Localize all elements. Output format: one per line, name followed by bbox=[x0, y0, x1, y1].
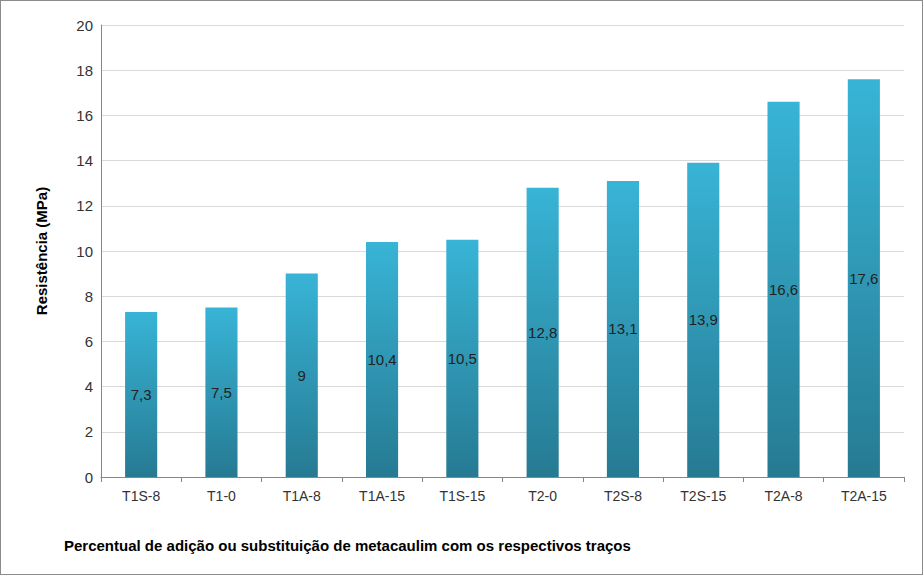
svg-text:T2A-15: T2A-15 bbox=[841, 488, 887, 504]
svg-text:16,6: 16,6 bbox=[769, 281, 798, 298]
svg-text:Resistência (MPa): Resistência (MPa) bbox=[33, 187, 50, 315]
svg-text:12: 12 bbox=[76, 197, 93, 214]
svg-text:T1A-15: T1A-15 bbox=[359, 488, 405, 504]
svg-text:10: 10 bbox=[76, 243, 93, 260]
svg-text:13,1: 13,1 bbox=[608, 320, 637, 337]
svg-text:T1S-15: T1S-15 bbox=[439, 488, 485, 504]
svg-text:7,5: 7,5 bbox=[211, 384, 232, 401]
svg-text:13,9: 13,9 bbox=[689, 311, 718, 328]
svg-text:2: 2 bbox=[85, 423, 93, 440]
svg-text:10,4: 10,4 bbox=[367, 351, 396, 368]
svg-text:12,8: 12,8 bbox=[528, 324, 557, 341]
svg-text:9: 9 bbox=[298, 367, 306, 384]
svg-text:17,6: 17,6 bbox=[849, 270, 878, 287]
svg-text:4: 4 bbox=[85, 378, 93, 395]
svg-text:T1S-8: T1S-8 bbox=[122, 488, 160, 504]
svg-text:6: 6 bbox=[85, 333, 93, 350]
svg-text:T1A-8: T1A-8 bbox=[283, 488, 321, 504]
svg-text:T2-0: T2-0 bbox=[528, 488, 557, 504]
svg-text:0: 0 bbox=[85, 469, 93, 486]
svg-text:T2S-15: T2S-15 bbox=[680, 488, 726, 504]
svg-text:18: 18 bbox=[76, 62, 93, 79]
svg-text:20: 20 bbox=[76, 17, 93, 34]
svg-text:8: 8 bbox=[85, 288, 93, 305]
svg-text:T1-0: T1-0 bbox=[207, 488, 236, 504]
svg-text:10,5: 10,5 bbox=[448, 350, 477, 367]
svg-text:7,3: 7,3 bbox=[131, 386, 152, 403]
svg-text:T2S-8: T2S-8 bbox=[604, 488, 642, 504]
svg-text:14: 14 bbox=[76, 152, 93, 169]
svg-text:16: 16 bbox=[76, 107, 93, 124]
svg-text:Percentual de adição ou substi: Percentual de adição ou substituição de … bbox=[64, 537, 631, 554]
svg-text:T2A-8: T2A-8 bbox=[764, 488, 802, 504]
